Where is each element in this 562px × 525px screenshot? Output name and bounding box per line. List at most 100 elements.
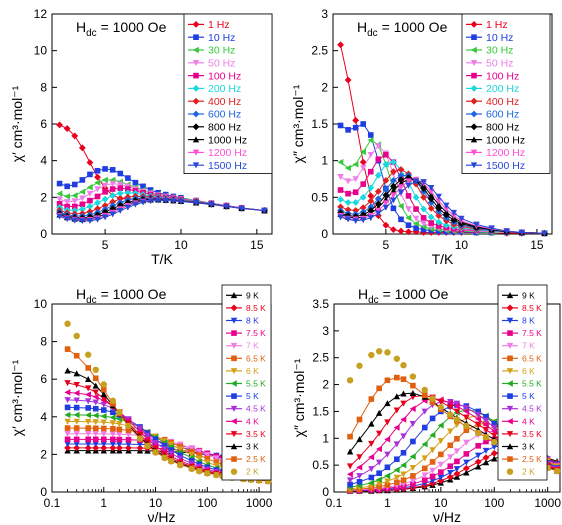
data-point: [92, 382, 99, 389]
data-point: [344, 216, 352, 223]
data-point: [132, 179, 139, 186]
data-point: [356, 473, 363, 480]
data-point: [86, 218, 94, 224]
data-point: [71, 192, 78, 199]
data-point: [100, 419, 107, 426]
data-point: [397, 189, 405, 196]
data-point: [390, 197, 397, 204]
series-line: [59, 199, 265, 222]
data-point: [100, 425, 107, 432]
data-point: [376, 470, 382, 476]
data-point: [337, 122, 344, 129]
data-point: [397, 171, 405, 179]
legend-box: [497, 284, 548, 481]
data-point: [383, 152, 389, 158]
data-point: [92, 441, 99, 448]
legend-label: 1500 Hz: [208, 160, 247, 172]
data-point: [368, 453, 375, 461]
data-point: [78, 144, 86, 152]
series-line: [340, 174, 545, 234]
data-point: [116, 195, 124, 203]
legend-marker: [506, 380, 513, 387]
legend-item: 3.5 K: [502, 429, 542, 439]
data-point: [352, 207, 360, 214]
legend-label: 800 Hz: [208, 121, 241, 133]
data-point: [483, 414, 489, 420]
data-point: [410, 438, 416, 445]
legend-label: 7.5 K: [522, 328, 542, 338]
legend-marker: [470, 46, 477, 54]
data-point: [204, 452, 211, 459]
data-point: [73, 332, 80, 340]
legend-item: 50 Hz: [188, 57, 235, 69]
legend-item: 2 K: [230, 467, 259, 477]
data-point: [463, 459, 470, 466]
data-point: [427, 213, 435, 221]
data-point: [405, 222, 412, 228]
x-tick-label: 10: [434, 496, 448, 510]
data-point: [482, 434, 490, 441]
data-point: [474, 463, 482, 470]
legend-marker: [470, 85, 478, 92]
data-point: [400, 400, 407, 407]
data-point: [475, 408, 481, 415]
y-tick-label: 0.5: [312, 458, 329, 472]
data-point: [375, 348, 383, 355]
data-point: [367, 132, 374, 138]
field-annotation: Hdc = 1000 Oe: [76, 286, 167, 306]
legend-label: 5 K: [522, 391, 535, 401]
data-point: [344, 164, 351, 172]
legend-item: 1 Hz: [188, 19, 230, 31]
data-point: [85, 436, 91, 443]
legend-label: 100 Hz: [208, 70, 241, 82]
data-point: [64, 203, 70, 210]
data-point: [116, 408, 123, 416]
data-point: [337, 214, 344, 221]
data-point: [405, 178, 412, 185]
data-point: [393, 474, 401, 481]
x-tick-label: 5: [383, 238, 390, 252]
data-point: [398, 216, 404, 223]
data-point: [429, 459, 436, 465]
data-point: [447, 463, 454, 470]
data-point: [384, 349, 391, 356]
data-point: [73, 411, 80, 419]
y-tick-label: 3: [322, 324, 329, 338]
legend-marker: [506, 468, 514, 475]
data-point: [390, 205, 397, 212]
legend-marker: [230, 380, 237, 387]
legend-label: 1000 Hz: [208, 134, 247, 146]
data-point: [375, 481, 383, 488]
legend-item: 1000 Hz: [466, 134, 525, 146]
y-tick-label: 1: [321, 154, 328, 168]
data-point: [463, 414, 470, 421]
data-point: [491, 438, 498, 446]
legend-marker: [506, 431, 514, 438]
data-point: [204, 459, 211, 466]
data-point: [101, 214, 109, 221]
data-point: [384, 482, 391, 488]
data-point: [463, 451, 470, 457]
data-point: [367, 197, 375, 205]
data-point: [400, 376, 407, 382]
legend-item: 1 Hz: [466, 19, 508, 31]
data-point: [474, 429, 482, 437]
data-point: [375, 143, 382, 150]
y-tick-label: 12: [34, 7, 48, 21]
y-tick-label: 10: [34, 44, 48, 58]
data-point: [421, 408, 428, 415]
legend-label: 600 Hz: [486, 109, 519, 121]
data-point: [447, 454, 454, 461]
data-point: [73, 441, 80, 448]
legend-marker: [470, 162, 478, 169]
data-point: [64, 397, 71, 404]
data-point: [375, 409, 383, 416]
data-point: [84, 391, 91, 398]
data-point: [136, 435, 144, 442]
data-point: [374, 188, 382, 195]
legend-item: 400 Hz: [466, 96, 519, 108]
field-annotation: Hdc = 1000 Oe: [357, 19, 448, 39]
legend-label: 1500 Hz: [486, 160, 525, 172]
data-point: [442, 221, 450, 229]
